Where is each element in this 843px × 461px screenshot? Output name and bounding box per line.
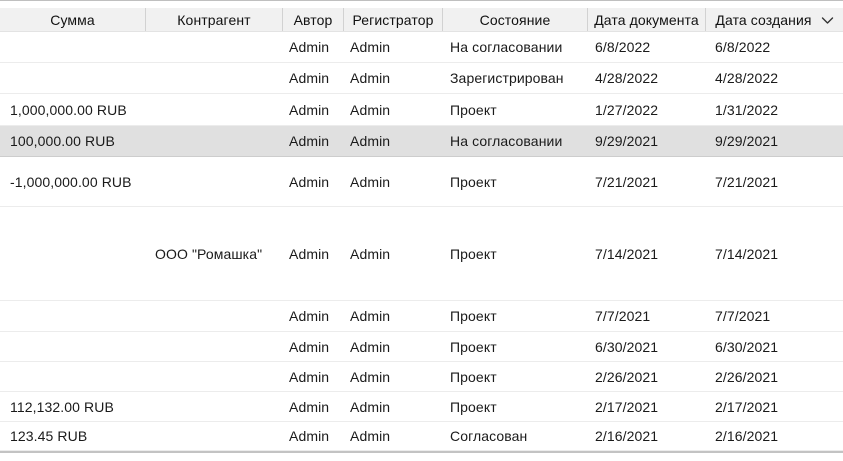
table-row[interactable]: ООО "Ромашка" Admin Admin Проект 7/14/2021 7/… xyxy=(0,207,843,301)
column-header-state[interactable]: Состояние xyxy=(442,8,587,31)
cell-author[interactable]: Admin xyxy=(289,368,330,385)
cell-state[interactable]: Согласован xyxy=(450,428,528,444)
cell-date_doc[interactable]: 2/16/2021 xyxy=(595,428,659,444)
cell-author[interactable]: Admin xyxy=(289,133,330,149)
cell-date_doc[interactable]: 2/26/2021 xyxy=(595,368,659,385)
cell-registrar[interactable]: Admin xyxy=(350,338,391,355)
column-header-author[interactable]: Автор xyxy=(282,8,343,31)
table-top-border xyxy=(0,0,843,1)
cell-state[interactable]: Проект xyxy=(450,101,497,118)
cell-date_created[interactable]: 6/8/2022 xyxy=(715,39,771,55)
cell-date_doc[interactable]: 1/27/2022 xyxy=(595,101,659,118)
table-bottom-border xyxy=(0,451,843,453)
cell-state[interactable]: На согласовании xyxy=(450,133,563,149)
cell-date_created[interactable]: 2/16/2021 xyxy=(715,428,779,444)
table-row[interactable]: 112,132.00 RUB Admin Admin Проект 2/17/2021 2… xyxy=(0,392,843,422)
cell-date_doc[interactable]: 7/7/2021 xyxy=(595,308,651,324)
column-header-contragent[interactable]: Контрагент xyxy=(145,8,282,31)
table-body: Admin Admin На согласовании 6/8/2022 6/8/202… xyxy=(0,32,843,451)
table-row[interactable]: Admin Admin Проект 7/7/2021 7/7/2021 xyxy=(0,301,843,332)
cell-author[interactable]: Admin xyxy=(289,245,330,262)
cell-date_doc[interactable]: 7/14/2021 xyxy=(595,245,659,262)
cell-registrar[interactable]: Admin xyxy=(350,101,391,118)
cell-author[interactable]: Admin xyxy=(289,308,330,324)
cell-registrar[interactable]: Admin xyxy=(350,398,391,415)
cell-date_created[interactable]: 1/31/2022 xyxy=(715,101,779,118)
table-row[interactable]: Admin Admin На согласовании 6/8/2022 6/8/202… xyxy=(0,32,843,63)
table-row[interactable]: 123.45 RUB Admin Admin Согласован 2/16/2021 2… xyxy=(0,422,843,451)
cell-date_created[interactable]: 7/14/2021 xyxy=(715,245,779,262)
table-row-selected[interactable]: 100,000.00 RUB Admin Admin На согласовании 9… xyxy=(0,126,843,157)
cell-state[interactable]: Проект xyxy=(450,338,497,355)
table-row[interactable]: -1,000,000.00 RUB Admin Admin Проект 7/21/20… xyxy=(0,157,843,207)
cell-sum[interactable]: 100,000.00 RUB xyxy=(10,133,115,149)
cell-date_doc[interactable]: 6/8/2022 xyxy=(595,39,651,55)
cell-date_created[interactable]: 7/21/2021 xyxy=(715,173,779,190)
cell-sum[interactable]: 123.45 RUB xyxy=(10,428,88,444)
cell-contragent[interactable]: ООО "Ромашка" xyxy=(155,245,263,262)
cell-state[interactable]: Проект xyxy=(450,245,497,262)
cell-state[interactable]: Проект xyxy=(450,398,497,415)
column-header-sum[interactable]: Сумма xyxy=(50,11,95,28)
cell-registrar[interactable]: Admin xyxy=(350,173,391,190)
table-row[interactable]: Admin Admin Зарегистрирован 4/28/2022 4/28/2… xyxy=(0,63,843,94)
chevron-down-icon xyxy=(821,16,834,25)
cell-registrar[interactable]: Admin xyxy=(350,39,391,55)
cell-date_created[interactable]: 6/30/2021 xyxy=(715,338,779,355)
cell-state[interactable]: Проект xyxy=(450,173,497,190)
cell-author[interactable]: Admin xyxy=(289,338,330,355)
table-row[interactable]: 1,000,000.00 RUB Admin Admin Проект 1/27/202… xyxy=(0,94,843,126)
cell-state[interactable]: На согласовании xyxy=(450,39,563,55)
cell-author[interactable]: Admin xyxy=(289,398,330,415)
cell-date_created[interactable]: 2/26/2021 xyxy=(715,368,779,385)
column-header-date_created[interactable]: Дата создания xyxy=(705,8,843,31)
cell-sum[interactable]: 112,132.00 RUB xyxy=(10,398,114,415)
cell-registrar[interactable]: Admin xyxy=(350,133,391,149)
cell-author[interactable]: Admin xyxy=(289,39,330,55)
cell-date_doc[interactable]: 4/28/2022 xyxy=(595,70,659,86)
cell-date_doc[interactable]: 6/30/2021 xyxy=(595,338,659,355)
cell-registrar[interactable]: Admin xyxy=(350,428,391,444)
cell-registrar[interactable]: Admin xyxy=(350,245,391,262)
cell-sum[interactable]: -1,000,000.00 RUB xyxy=(10,173,132,190)
cell-date_created[interactable]: 7/7/2021 xyxy=(715,308,771,324)
cell-date_created[interactable]: 2/17/2021 xyxy=(715,398,779,415)
cell-date_created[interactable]: 4/28/2022 xyxy=(715,70,779,86)
cell-state[interactable]: Проект xyxy=(450,308,497,324)
table-header-row: Сумма Контрагент Автор Регистратор Состояние… xyxy=(0,8,843,32)
cell-author[interactable]: Admin xyxy=(289,101,330,118)
cell-date_doc[interactable]: 9/29/2021 xyxy=(595,133,659,149)
cell-state[interactable]: Зарегистрирован xyxy=(450,70,564,86)
cell-author[interactable]: Admin xyxy=(289,173,330,190)
table-row[interactable]: Admin Admin Проект 6/30/2021 6/30/2021 xyxy=(0,332,843,362)
cell-author[interactable]: Admin xyxy=(289,428,330,444)
cell-registrar[interactable]: Admin xyxy=(350,308,391,324)
cell-date_created[interactable]: 9/29/2021 xyxy=(715,133,779,149)
cell-author[interactable]: Admin xyxy=(289,70,330,86)
cell-state[interactable]: Проект xyxy=(450,368,497,385)
cell-sum[interactable]: 1,000,000.00 RUB xyxy=(10,101,127,118)
cell-registrar[interactable]: Admin xyxy=(350,70,391,86)
table-row[interactable]: Admin Admin Проект 2/26/2021 2/26/2021 xyxy=(0,362,843,392)
column-header-registrar[interactable]: Регистратор xyxy=(343,8,442,31)
cell-date_doc[interactable]: 2/17/2021 xyxy=(595,398,659,415)
column-header-date_doc[interactable]: Дата документа xyxy=(587,8,705,31)
cell-registrar[interactable]: Admin xyxy=(350,368,391,385)
cell-date_doc[interactable]: 7/21/2021 xyxy=(595,173,659,190)
